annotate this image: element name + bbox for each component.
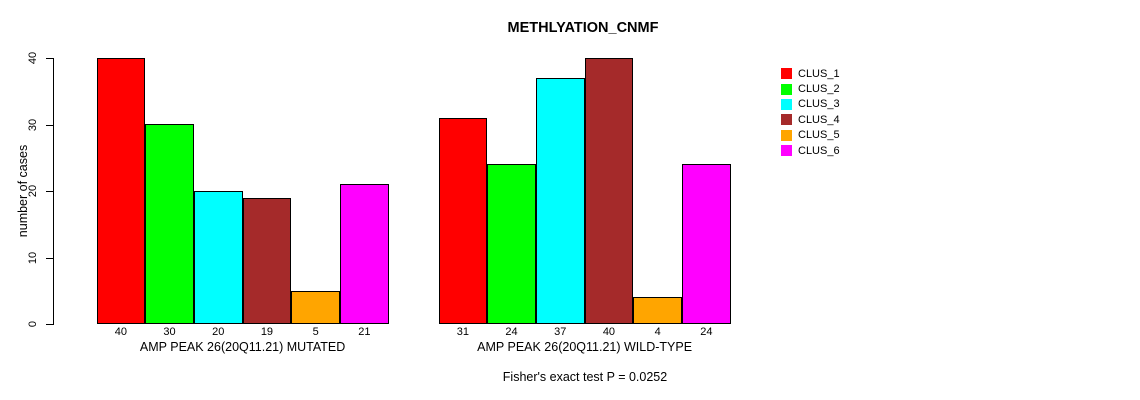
legend-swatch-icon [781,114,792,126]
legend-label: CLUS_3 [798,98,840,111]
y-tick [46,324,53,325]
bar-clus_3-group2 [535,78,585,324]
legend-item-clus_1: CLUS_1 [781,66,840,81]
bar-clus_2-group1 [145,124,194,324]
legend-label: CLUS_5 [798,129,840,142]
legend-item-clus_5: CLUS_5 [781,128,840,143]
bar-clus_1-group1 [96,58,146,324]
legend-swatch-icon [781,98,792,110]
bar-clus_6-group1 [340,184,389,324]
legend-item-clus_4: CLUS_4 [781,112,840,127]
bar-value-label: 31 [456,326,469,338]
bar-value-label: 30 [163,326,176,338]
y-tick [46,124,53,126]
group-label-1: AMP PEAK 26(20Q11.21) MUTATED [139,340,346,354]
legend-swatch-icon [781,68,792,80]
chart-title: METHLYATION_CNMF [507,20,659,36]
y-axis-line [53,58,54,325]
legend-item-clus_2: CLUS_2 [781,81,840,96]
bar-clus_6-group2 [682,164,731,324]
bar-clus_2-group2 [487,164,536,324]
legend-label: CLUS_4 [798,113,840,126]
bar-value-label: 24 [505,326,518,338]
legend-item-clus_3: CLUS_3 [781,97,840,112]
y-tick-label: 10 [27,251,39,264]
legend-label: CLUS_6 [798,144,840,157]
y-tick-label: 40 [27,51,39,65]
bar-value-label: 40 [114,326,127,338]
legend-item-clus_6: CLUS_6 [781,143,840,158]
legend-swatch-icon [781,145,792,157]
y-tick [46,58,53,59]
bar-value-label: 20 [212,326,225,338]
bar-clus_5-group1 [291,291,340,324]
legend-swatch-icon [781,83,792,95]
legend: CLUS_1 CLUS_2 CLUS_3 CLUS_4 CLUS_5 CLUS_6 [781,66,840,158]
bar-clus_3-group1 [193,191,243,324]
legend-swatch-icon [781,129,792,141]
y-tick [46,191,53,192]
bar-clus_5-group2 [633,297,682,324]
bar-value-label: 21 [358,326,371,338]
y-tick-label: 0 [27,320,39,328]
bar-value-label: 19 [260,326,274,338]
bar-clus_4-group2 [584,58,634,324]
bar-value-label: 5 [312,326,319,338]
bar-value-label: 40 [602,326,616,338]
bar-clus_4-group1 [242,198,292,324]
y-tick [46,257,53,259]
bar-clus_1-group2 [438,118,488,324]
y-tick-label: 20 [27,184,39,198]
fisher-test-annotation: Fisher's exact test P = 0.0252 [502,370,668,384]
legend-label: CLUS_2 [798,83,840,96]
legend-label: CLUS_1 [798,67,840,80]
y-tick-label: 30 [27,118,39,131]
bar-value-label: 4 [654,326,661,338]
bar-value-label: 24 [700,326,713,338]
bar-value-label: 37 [554,326,567,338]
group-label-2: AMP PEAK 26(20Q11.21) WILD-TYPE [477,340,693,354]
